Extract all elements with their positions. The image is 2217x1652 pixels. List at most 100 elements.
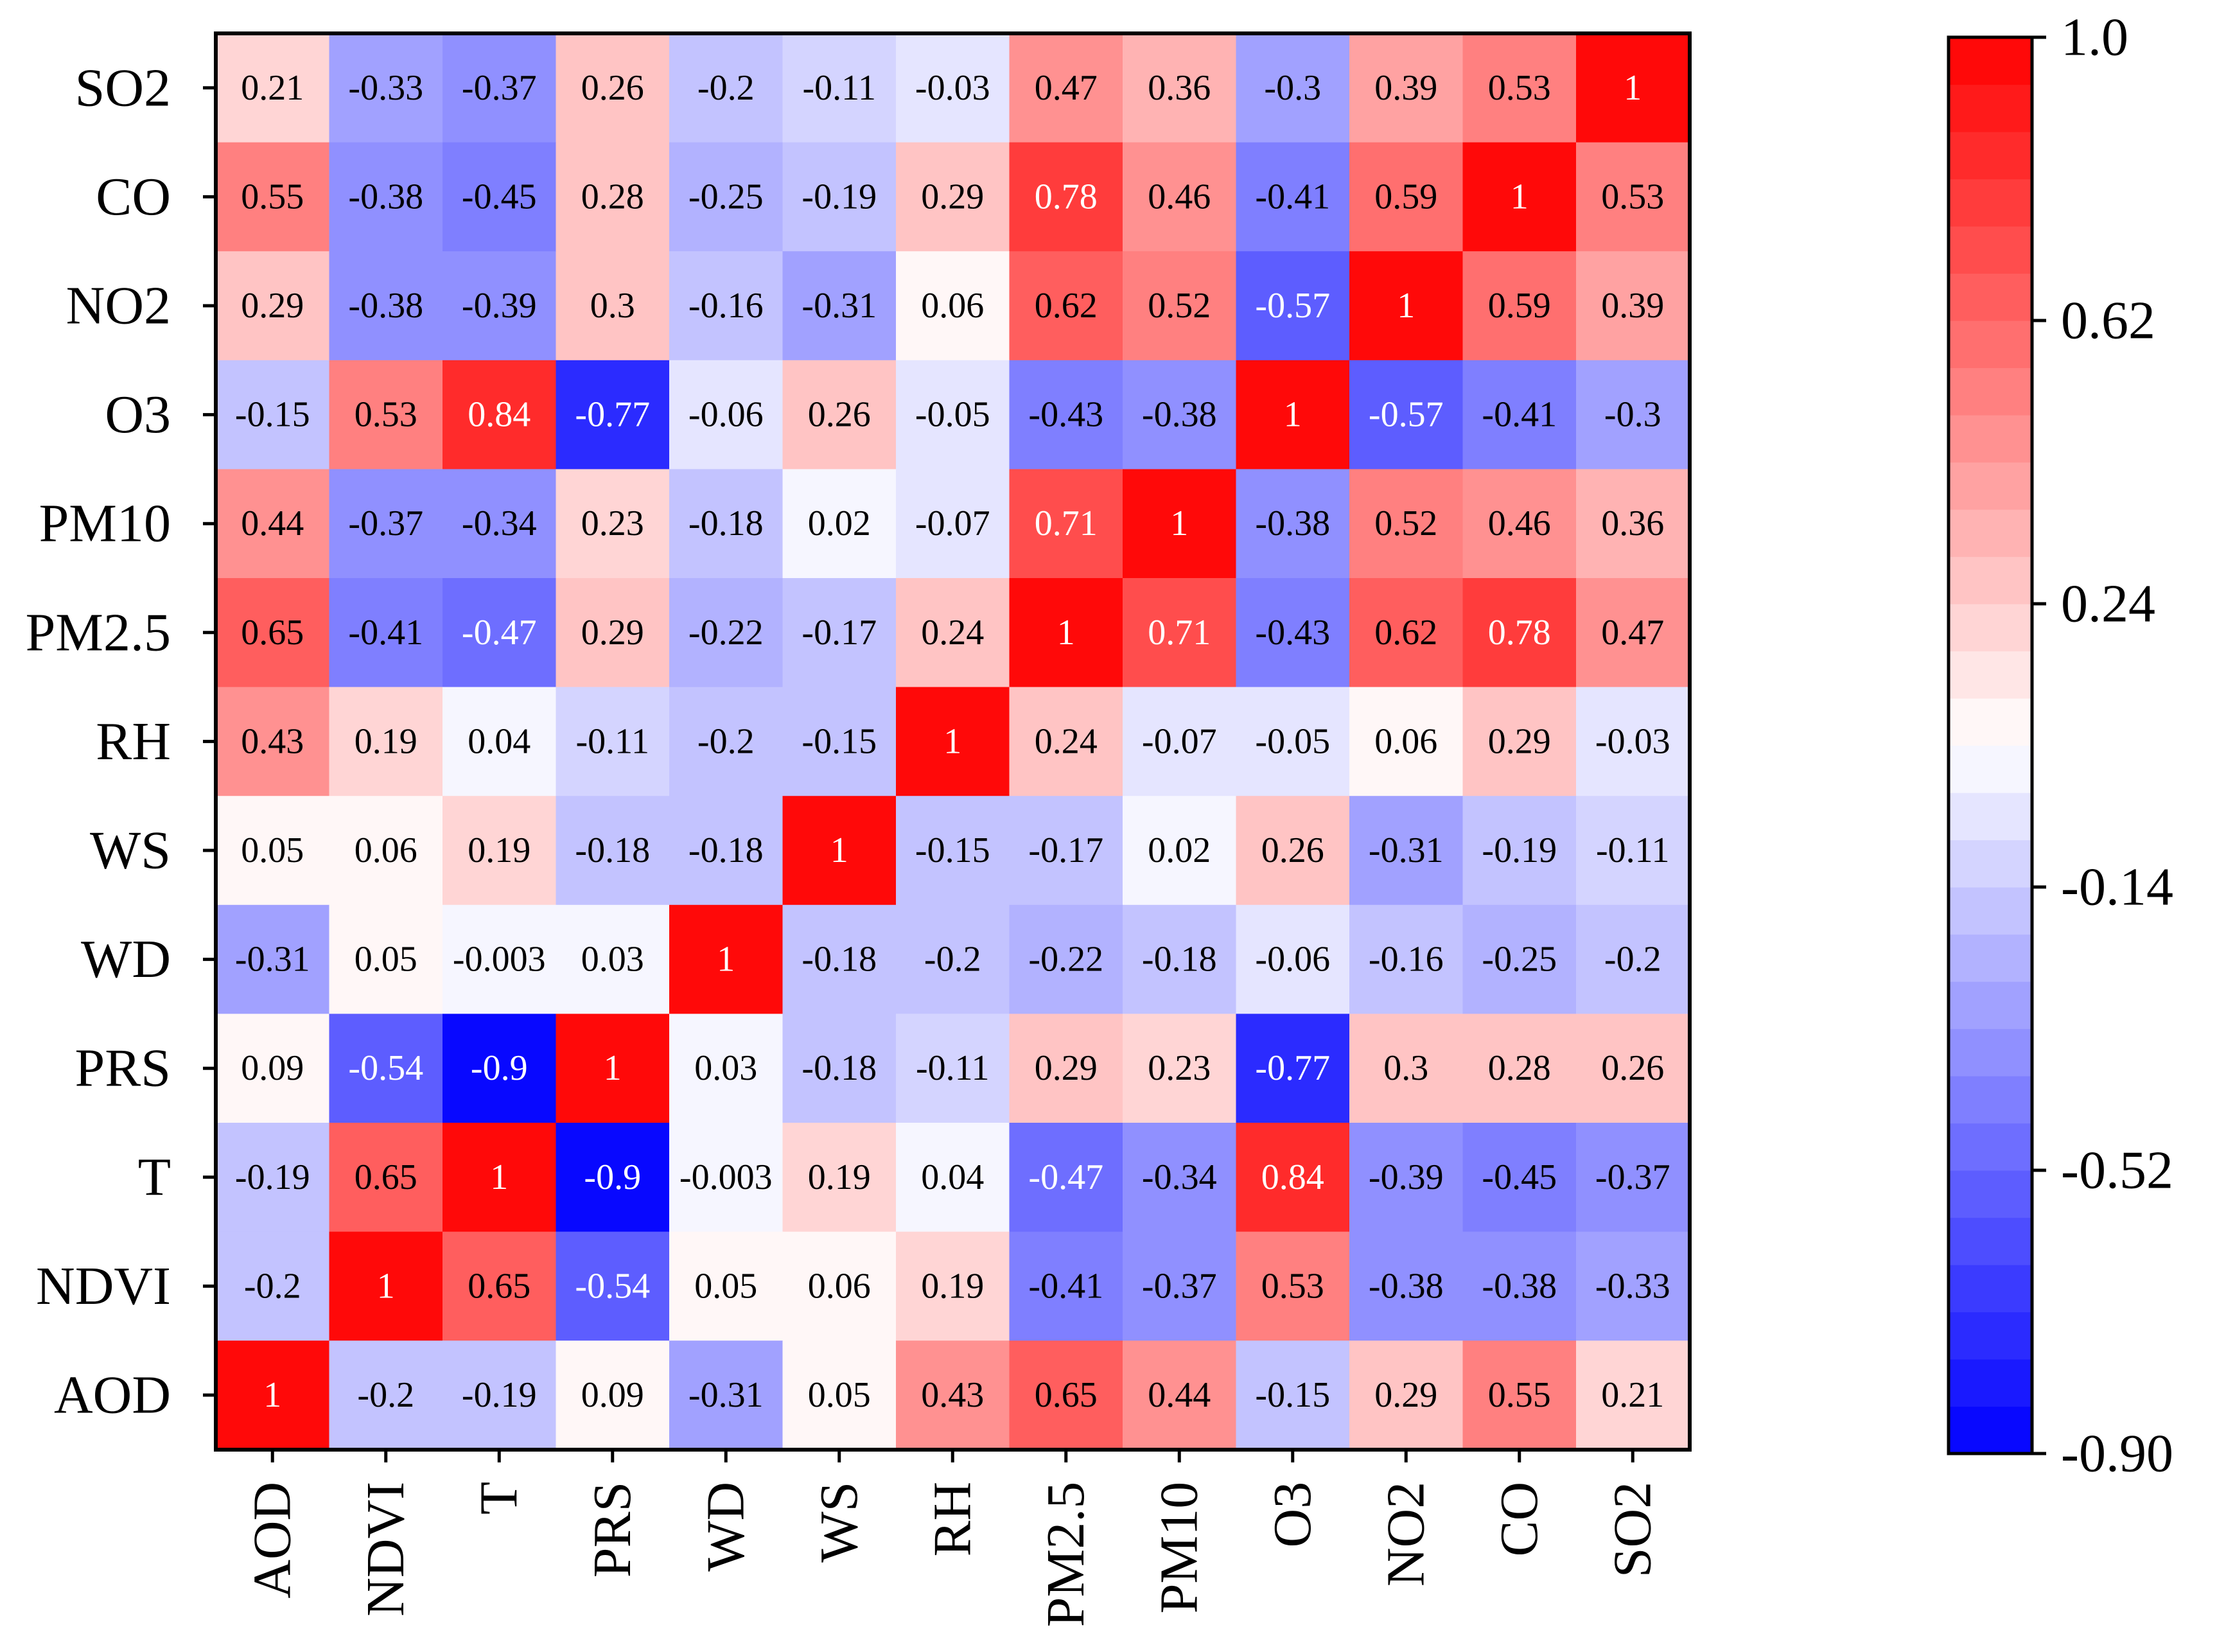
heatmap-cell-value: 0.06 (355, 830, 417, 870)
heatmap-cell (216, 33, 330, 143)
heatmap-cell (1123, 360, 1237, 470)
heatmap-cell (443, 1231, 557, 1341)
heatmap-cell (216, 360, 330, 470)
heatmap-cell (1009, 687, 1123, 796)
heatmap-cell-value: -0.18 (575, 830, 650, 870)
heatmap-cell (1236, 578, 1350, 688)
heatmap-cell (1349, 796, 1464, 906)
heatmap-cell-value: 0.21 (1601, 1375, 1664, 1415)
heatmap-cell-value: 0.46 (1148, 177, 1211, 216)
colorbar-segment (1949, 1076, 2032, 1124)
heatmap-cell (1123, 687, 1237, 796)
heatmap-cell-value: -0.38 (348, 286, 423, 326)
heatmap-cell-value: -0.37 (348, 504, 423, 543)
colorbar-segment (1949, 1217, 2032, 1265)
heatmap-cell (216, 251, 330, 361)
heatmap-cell (216, 687, 330, 796)
colorbar-segment (1949, 226, 2032, 274)
heatmap-cell-value: -0.37 (1142, 1266, 1217, 1306)
heatmap-cell-value: 1 (717, 940, 735, 980)
heatmap-cell-value: -0.41 (1482, 395, 1557, 435)
heatmap-cell-value: 0.65 (468, 1266, 530, 1306)
heatmap-cell-value: 0.28 (581, 177, 644, 216)
heatmap-cell (1236, 1231, 1350, 1341)
heatmap-cell-value: -0.03 (1595, 721, 1670, 761)
heatmap-cell-value: 1 (1284, 395, 1302, 435)
heatmap-cell-value: 0.65 (355, 1157, 417, 1197)
x-tick-label: PM10 (1150, 1482, 1209, 1613)
heatmap-cell (782, 1340, 897, 1450)
heatmap-cell (556, 904, 670, 1014)
heatmap-cell (1576, 1340, 1690, 1450)
heatmap-cell-value: 0.05 (241, 830, 304, 870)
heatmap-cell-value: -0.16 (688, 286, 764, 326)
heatmap-cell-value: -0.41 (1028, 1266, 1103, 1306)
x-tick-label: NDVI (356, 1482, 416, 1617)
heatmap-cell (1123, 904, 1237, 1014)
heatmap-cell-value: -0.06 (1255, 940, 1330, 980)
heatmap-cell (1236, 251, 1350, 361)
heatmap-cell (1576, 33, 1690, 143)
heatmap-cell-value: 0.24 (921, 613, 984, 653)
heatmap-cell (329, 1014, 443, 1123)
heatmap-cell (896, 469, 1010, 579)
heatmap-cell-value: 0.21 (241, 68, 304, 108)
heatmap-cell-value: -0.37 (462, 68, 537, 108)
colorbar-segment (1949, 698, 2032, 746)
heatmap-cell-value: -0.19 (462, 1375, 537, 1415)
heatmap-cell-value: -0.16 (1369, 940, 1444, 980)
colorbar-segment (1949, 37, 2032, 85)
heatmap-cell-value: 1 (490, 1157, 508, 1197)
heatmap-cell-value: -0.31 (235, 940, 310, 980)
heatmap-cell (1462, 251, 1577, 361)
heatmap-cell-value: 0.23 (581, 504, 644, 543)
heatmap-cell-value: 0.3 (1383, 1048, 1428, 1088)
heatmap-cell-value: -0.03 (915, 68, 990, 108)
heatmap-cell-value: 0.26 (581, 68, 644, 108)
heatmap-cell (1009, 360, 1123, 470)
heatmap-cell-value: 0.59 (1488, 286, 1551, 326)
colorbar-tick-label: 0.24 (2061, 574, 2155, 634)
heatmap-cell (329, 1231, 443, 1341)
colorbar-segment (1949, 1359, 2032, 1407)
heatmap-cell (782, 796, 897, 906)
heatmap-cell-value: -0.18 (1142, 940, 1217, 980)
heatmap-cell-value: -0.39 (462, 286, 537, 326)
heatmap-cell (1236, 687, 1350, 796)
x-tick-label: T (469, 1482, 529, 1515)
x-tick-label: WS (809, 1482, 869, 1563)
heatmap-cell (1236, 33, 1350, 143)
colorbar-frame (1947, 35, 2034, 1455)
colorbar-segment (1949, 981, 2032, 1030)
heatmap-cell-value: 0.29 (581, 613, 644, 653)
heatmap-cell-value: -0.2 (244, 1266, 301, 1306)
y-axis: SO2 CO NO2 O3 PM10 PM2.5 RH WS WD PRS T NDVI AOD (26, 58, 216, 1425)
colorbar-tick-label: -0.52 (2061, 1141, 2173, 1200)
heatmap-cell-value: -0.11 (802, 68, 876, 108)
heatmap-cell (1123, 469, 1237, 579)
heatmap-cell-value: 1 (830, 830, 848, 870)
heatmap-cell (443, 1340, 557, 1450)
heatmap-cell (1462, 33, 1577, 143)
heatmap-cell (782, 904, 897, 1014)
heatmap-cell-value: 0.47 (1035, 68, 1098, 108)
y-tick-label: CO (96, 167, 171, 227)
colorbar-segment (1949, 179, 2032, 227)
heatmap-cell (1462, 142, 1577, 252)
heatmap-cell (443, 360, 557, 470)
heatmap-cell-value: 0.05 (355, 940, 417, 980)
colorbar-segment (1949, 745, 2032, 793)
heatmap-cell (329, 33, 443, 143)
heatmap-cell-value: -0.15 (802, 721, 877, 761)
heatmap-cell-value: 0.78 (1035, 177, 1098, 216)
heatmap-cell (1576, 1014, 1690, 1123)
heatmap-cell-value: -0.11 (1596, 830, 1670, 870)
heatmap-cell (443, 796, 557, 906)
heatmap-cell (216, 1014, 330, 1123)
heatmap-cell (1236, 142, 1350, 252)
heatmap-cell-value: -0.77 (1255, 1048, 1330, 1088)
heatmap-cell (1236, 469, 1350, 579)
heatmap-cell-value: 0.44 (1148, 1375, 1211, 1415)
heatmap-cell (896, 251, 1010, 361)
